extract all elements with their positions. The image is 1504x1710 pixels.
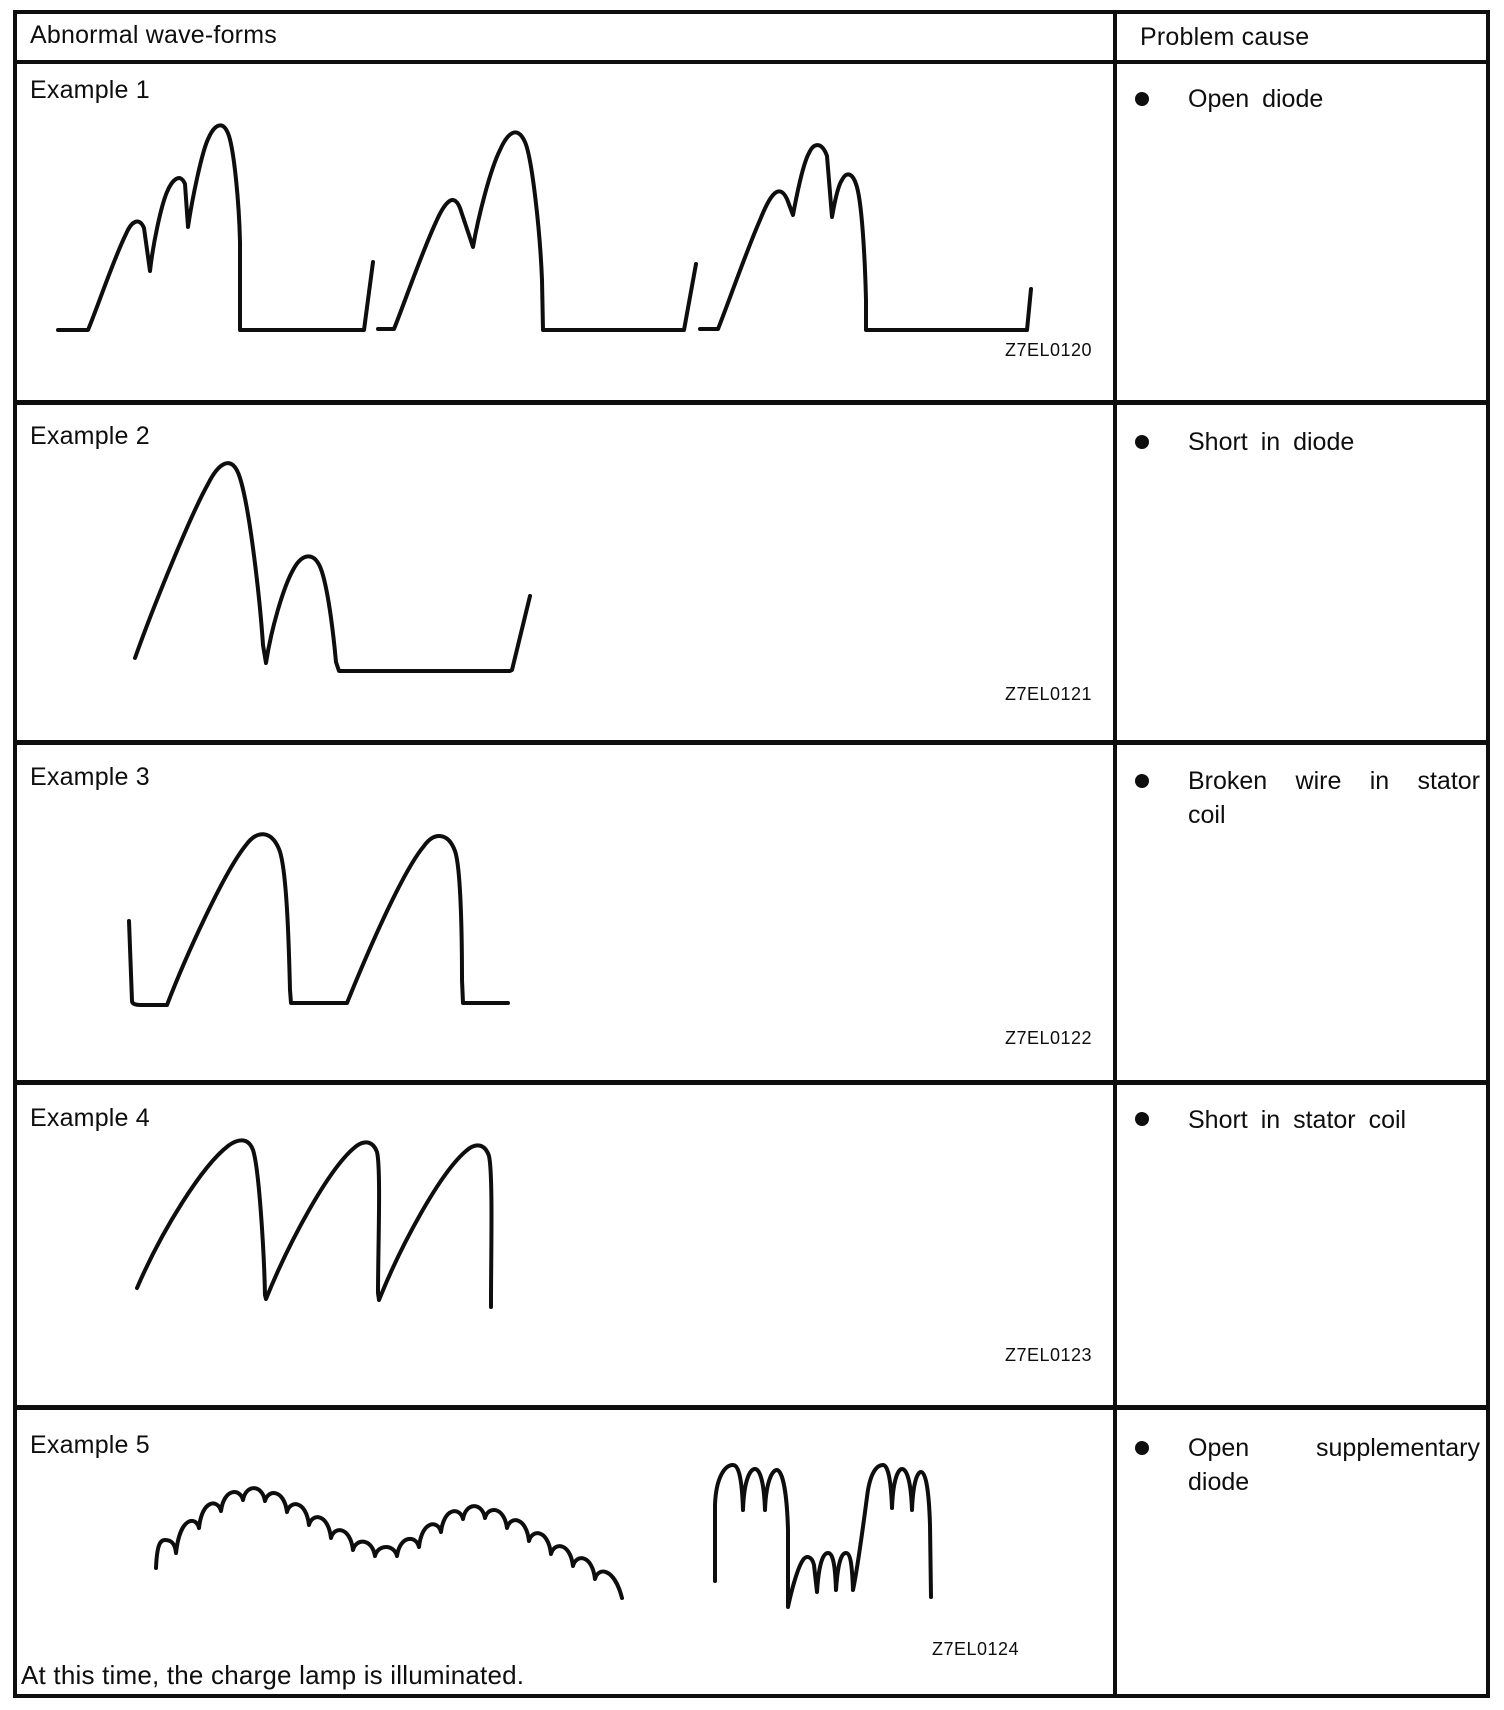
charge-lamp-footnote: At this time, the charge lamp is illumin…: [21, 1660, 525, 1690]
figure-code-1: Z7EL0120: [1005, 340, 1093, 360]
column-header-problem-cause: Problem cause: [1140, 23, 1310, 51]
table-border: [13, 10, 1490, 1698]
header-separator: [13, 60, 1490, 64]
figure-code-2: Z7EL0121: [1005, 684, 1093, 704]
problem-cause-2: Short in diode: [1188, 428, 1355, 456]
row-separator-1: [13, 400, 1490, 405]
figure-code-3: Z7EL0122: [1005, 1028, 1093, 1048]
bullet-icon: [1135, 1112, 1149, 1126]
column-divider: [1113, 10, 1117, 1698]
column-header-waveforms: Abnormal wave-forms: [30, 21, 277, 49]
figure-code-4: Z7EL0123: [1005, 1345, 1093, 1365]
problem-cause-5: Open supplementary diode: [1188, 1434, 1480, 1496]
figure-code-5: Z7EL0124: [932, 1639, 1020, 1659]
example-2-label: Example 2: [30, 422, 150, 450]
bullet-icon: [1135, 92, 1149, 106]
problem-cause-1: Open diode: [1188, 85, 1324, 113]
bullet-icon: [1135, 435, 1149, 449]
example-5-label: Example 5: [30, 1431, 150, 1459]
example-1-label: Example 1: [30, 76, 150, 104]
row-separator-2: [13, 740, 1490, 745]
example-4-label: Example 4: [30, 1104, 150, 1132]
bullet-icon: [1135, 774, 1149, 788]
row-separator-4: [13, 1405, 1490, 1410]
problem-cause-4: Short in stator coil: [1188, 1106, 1407, 1134]
row-separator-3: [13, 1080, 1490, 1085]
problem-cause-3: Broken wire in stator coil: [1188, 767, 1480, 829]
bullet-icon: [1135, 1441, 1149, 1455]
example-3-label: Example 3: [30, 763, 150, 791]
